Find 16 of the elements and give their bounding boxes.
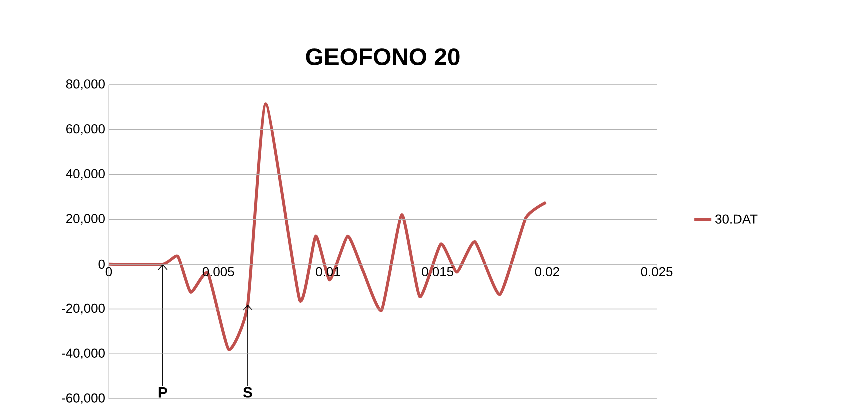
y-tick-label: -40,000 [62,348,105,360]
legend-label: 30.DAT [716,214,758,224]
y-tick-label: 80,000 [66,80,105,90]
y-tick-label: 60,000 [66,124,105,136]
x-tick-label: 0 [106,267,112,277]
y-tick-label: 0 [98,260,105,270]
annotation: P [158,388,168,398]
y-tick-label: -20,000 [62,304,105,315]
chart-title: GEOFONO 20 [306,48,460,66]
x-tick-label: 0.005 [202,267,234,277]
x-tick-label: 0.02 [535,267,560,277]
y-tick-label: -60,000 [62,394,105,404]
y-tick-label: 40,000 [66,169,105,180]
y-tick-label: 20,000 [66,214,105,225]
annotation: S [243,387,252,398]
x-tick-label: 0.025 [641,267,673,277]
